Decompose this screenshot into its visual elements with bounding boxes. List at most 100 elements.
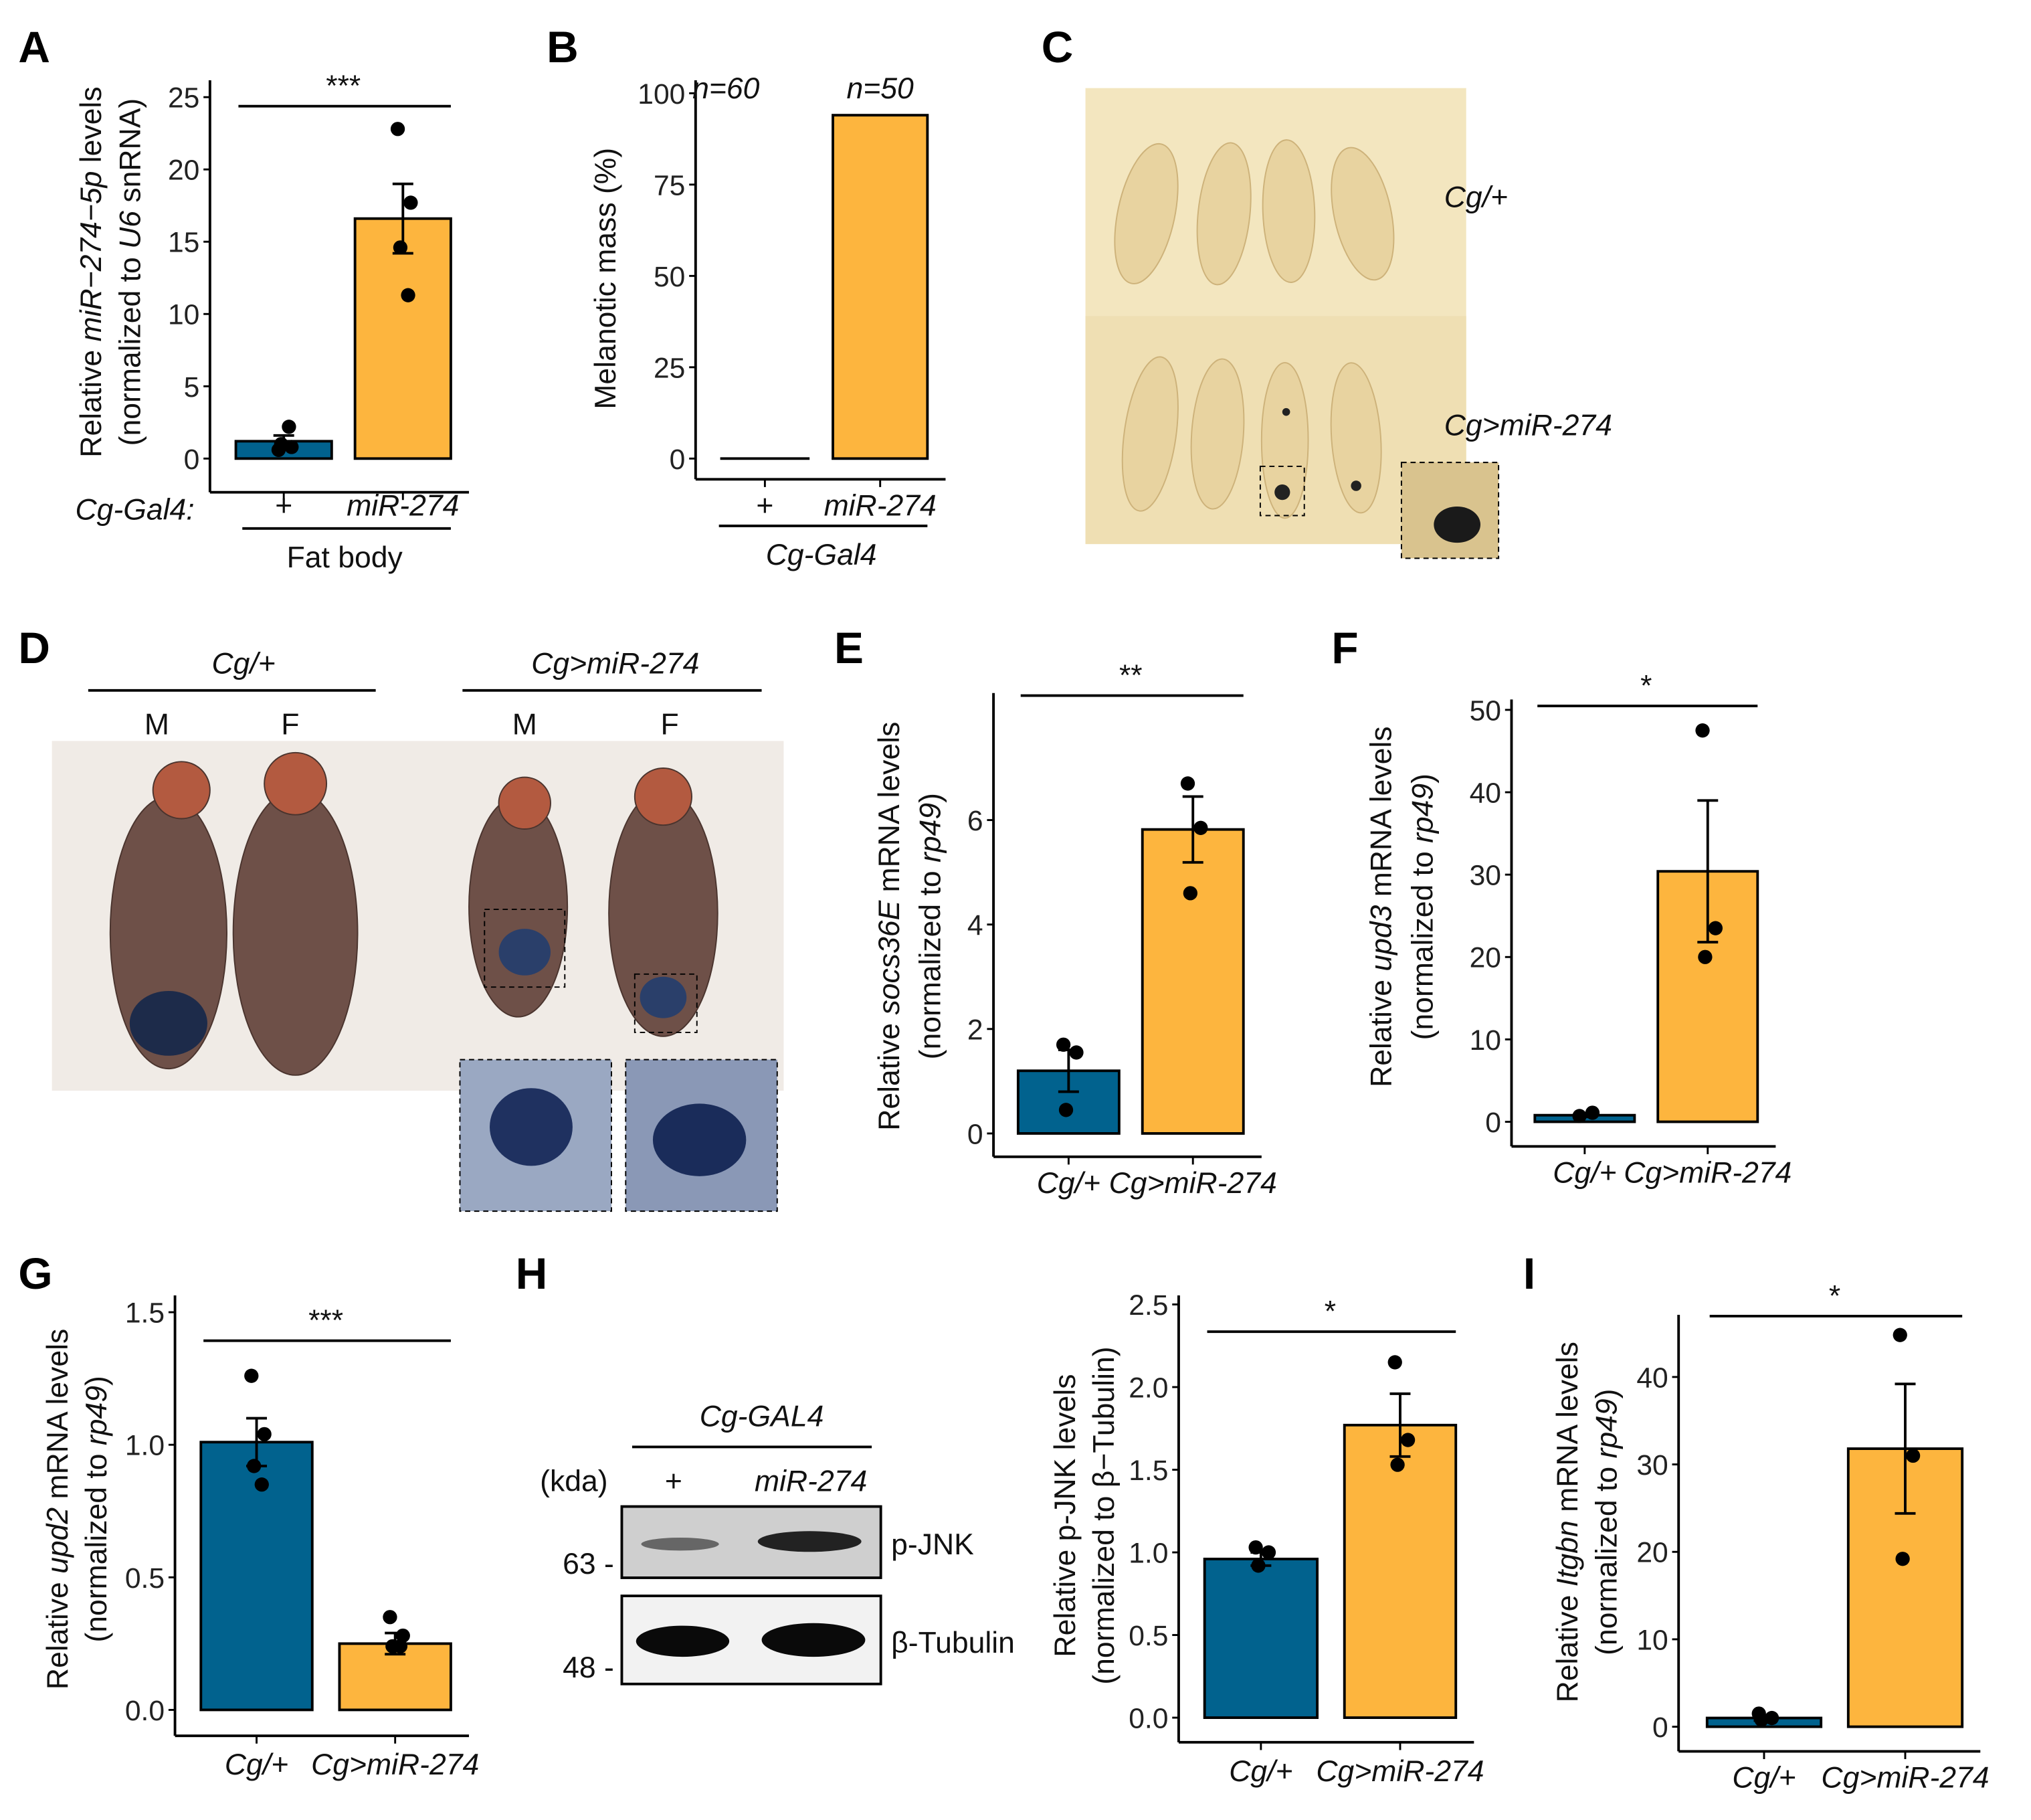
x-tick-label: Cg/+ xyxy=(1732,1762,1796,1795)
y-tick-label: 10 xyxy=(1470,1024,1501,1057)
data-point xyxy=(282,420,296,434)
x-tick-label: Cg/+ xyxy=(1553,1157,1616,1190)
x-tick-label: + xyxy=(275,490,292,523)
bar xyxy=(353,217,452,460)
data-point xyxy=(1572,1109,1587,1123)
y-tick-label: 15 xyxy=(168,227,199,259)
y-tick-label: 0.0 xyxy=(125,1695,165,1727)
y-axis-label-part: ) xyxy=(1590,1389,1623,1399)
y-tick-label: 0.5 xyxy=(125,1562,165,1595)
y-axis-label-part: Relative xyxy=(41,1574,74,1690)
y-axis-label-part: snRNA) xyxy=(114,98,147,211)
data-point xyxy=(393,1639,408,1653)
bar xyxy=(832,114,929,460)
data-point xyxy=(1193,820,1208,835)
y-axis-label-part: Relative xyxy=(873,1015,906,1131)
y-tick-label: 1.0 xyxy=(1129,1538,1168,1570)
sex-label: F xyxy=(281,709,299,741)
y-tick-label: 20 xyxy=(168,155,199,187)
group-label-control: Cg/+ xyxy=(212,648,276,680)
data-point xyxy=(1056,1037,1071,1052)
data-point xyxy=(274,437,288,452)
data-point xyxy=(390,122,405,136)
genotype-label-mir274: Cg>miR-274 xyxy=(1444,409,1612,442)
y-tick-label: 30 xyxy=(1470,860,1501,892)
data-point xyxy=(1251,1558,1266,1573)
y-axis-label-part: ) xyxy=(1406,774,1439,784)
y-axis-label-part: (normalized to xyxy=(114,249,147,446)
x-tick-label: miR-274 xyxy=(347,490,459,523)
x-tick-label: Cg>miR-274 xyxy=(1624,1157,1792,1190)
y-axis-label-part: rp49 xyxy=(914,803,947,862)
y-axis-label-part: Relative p-JNK levels xyxy=(1049,1374,1082,1657)
x-tick-label: Cg/+ xyxy=(225,1748,288,1781)
sample-size-label: n=60 xyxy=(692,72,760,105)
larvae-photo xyxy=(1085,88,1500,559)
y-axis-label: (normalized to U6 snRNA) xyxy=(114,98,147,446)
zoom-box xyxy=(1259,465,1305,517)
y-tick-label: 75 xyxy=(654,169,685,201)
y-axis-label: Relative p-JNK levels xyxy=(1049,1374,1082,1657)
data-point xyxy=(1708,921,1723,935)
data-point xyxy=(1248,1540,1263,1555)
y-tick-label: 25 xyxy=(654,352,685,384)
data-point xyxy=(403,195,418,210)
band-label-tubulin: β-Tubulin xyxy=(891,1627,1015,1659)
panel-label-h: H xyxy=(516,1249,548,1298)
y-axis-label-part: Itgbn xyxy=(1551,1520,1584,1586)
inset-larva-zoom xyxy=(1400,462,1500,559)
bar xyxy=(1203,1557,1319,1719)
chart-b: 0 25 50 75 100 + n=60 miR-274 n=50 Melanotic mass… xyxy=(589,72,946,523)
data-point xyxy=(1585,1105,1600,1120)
data-point xyxy=(393,240,408,255)
y-tick-label: 6 xyxy=(967,805,983,837)
y-axis-label: (normalized to rp49) xyxy=(1406,774,1439,1040)
x-tick-label: Cg>miR-274 xyxy=(1821,1762,1989,1795)
y-axis-label-part: (normalized to xyxy=(914,862,947,1059)
data-point xyxy=(1905,1448,1921,1463)
y-axis-label-part: rp49 xyxy=(80,1386,113,1445)
y-tick-label: 100 xyxy=(638,78,685,110)
y-tick-label: 2 xyxy=(967,1014,983,1046)
y-tick-label: 50 xyxy=(1470,695,1501,727)
y-axis-label-part: upd2 xyxy=(41,1508,74,1574)
data-point xyxy=(1058,1103,1074,1117)
western-blot-tubulin xyxy=(620,1595,882,1686)
data-point xyxy=(1180,776,1195,791)
y-tick-label: 20 xyxy=(1470,942,1501,974)
y-tick-label: 40 xyxy=(1636,1362,1668,1394)
significance-stars: * xyxy=(1829,1279,1840,1312)
genotype-label-control: Cg/+ xyxy=(1444,181,1508,214)
y-axis-label-part: Relative xyxy=(1365,972,1397,1087)
x-tick-label: Cg/+ xyxy=(1037,1167,1100,1200)
y-axis-label-part: socs36E xyxy=(873,900,906,1015)
genotype-row-label: Cg-Gal4: xyxy=(76,493,195,526)
y-axis-label-part: ) xyxy=(914,793,947,803)
y-tick-label: 2.5 xyxy=(1129,1289,1168,1322)
y-tick-label: 10 xyxy=(1636,1624,1668,1656)
y-tick-label: 10 xyxy=(168,299,199,331)
panel-label-b: B xyxy=(547,22,579,72)
x-tick-label: Cg>miR-274 xyxy=(1316,1755,1484,1788)
y-tick-label: 0.5 xyxy=(1129,1620,1168,1652)
y-axis-label-part: miR−274−5p xyxy=(75,171,108,342)
y-tick-label: 1.0 xyxy=(125,1430,165,1462)
y-tick-label: 1.5 xyxy=(125,1297,165,1330)
x-tick-label: Cg>miR-274 xyxy=(1109,1167,1277,1200)
data-point xyxy=(1893,1328,1907,1342)
y-tick-label: 25 xyxy=(168,82,199,114)
panel-label-f: F xyxy=(1331,623,1358,672)
y-tick-label: 0 xyxy=(670,444,686,476)
data-point xyxy=(1183,886,1197,901)
panel-label-c: C xyxy=(1042,22,1074,72)
western-blot-pjnk xyxy=(620,1505,882,1579)
chart-h: 0.0 0.5 1.0 1.5 2.0 2.5 Cg/+ Cg>miR-274 * Relativ… xyxy=(1049,1289,1484,1788)
data-point xyxy=(247,1459,262,1473)
panel-label-g: G xyxy=(18,1249,52,1298)
y-tick-label: 50 xyxy=(654,261,685,293)
data-point xyxy=(1069,1045,1084,1060)
bar xyxy=(1141,828,1245,1135)
data-point xyxy=(1387,1355,1402,1370)
y-tick-label: 0 xyxy=(967,1118,983,1150)
significance-stars: * xyxy=(1325,1295,1336,1328)
